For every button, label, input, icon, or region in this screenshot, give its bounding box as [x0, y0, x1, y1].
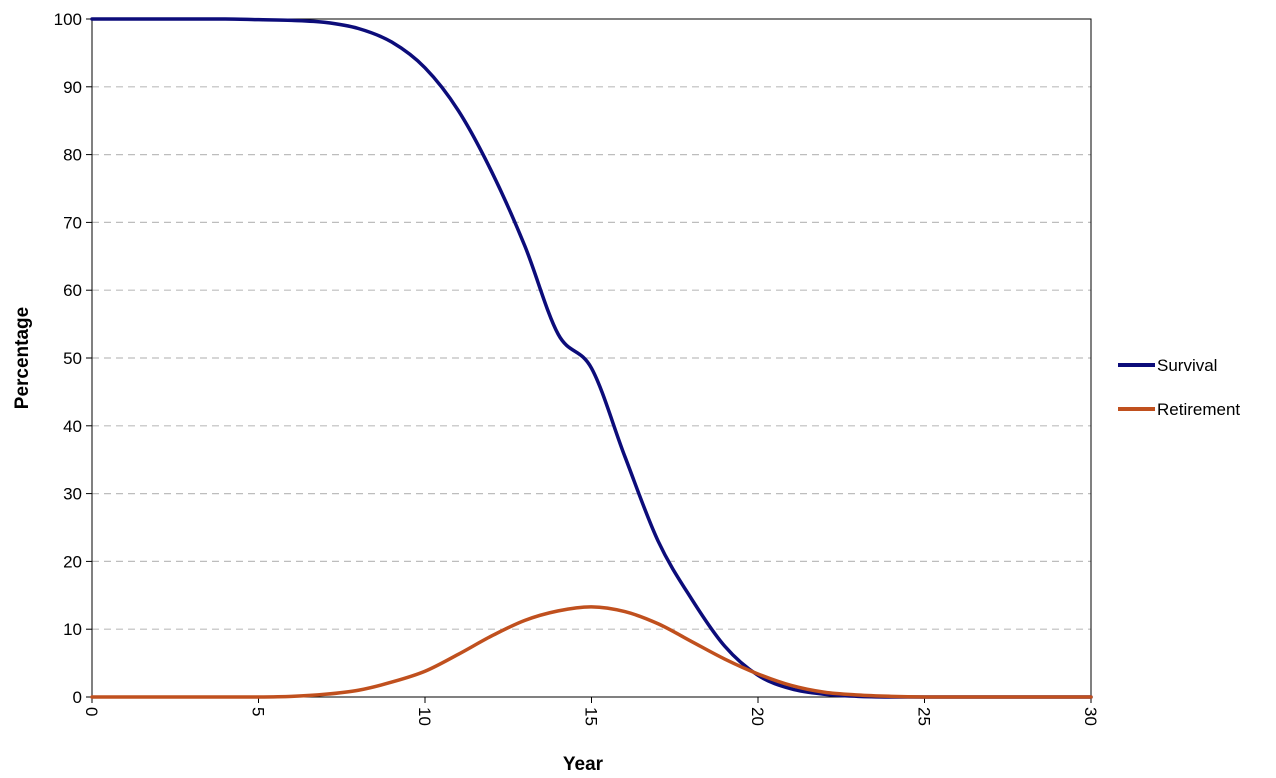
legend-label-survival: Survival [1157, 356, 1217, 375]
x-tick-label: 0 [82, 707, 101, 716]
y-tick-label: 100 [54, 10, 82, 29]
x-tick-label: 20 [748, 707, 767, 726]
y-tick-label: 30 [63, 485, 82, 504]
x-axis-ticks: 0 5 10 15 20 25 30 [82, 697, 1100, 726]
x-tick-label: 15 [582, 707, 601, 726]
legend: Survival Retirement [1118, 356, 1240, 419]
y-tick-label: 70 [63, 213, 82, 232]
x-tick-label: 25 [915, 707, 934, 726]
y-tick-label: 10 [63, 620, 82, 639]
series-lines [90, 17, 1093, 699]
y-tick-label: 90 [63, 78, 82, 97]
y-axis-ticks: 0 10 20 30 40 50 60 70 80 90 100 [54, 10, 92, 707]
y-tick-label: 80 [63, 146, 82, 165]
y-tick-label: 0 [73, 688, 82, 707]
y-tick-label: 40 [63, 417, 82, 436]
y-axis-title: Percentage [12, 307, 33, 409]
series-line-retirement [90, 605, 1093, 699]
y-tick-label: 60 [63, 281, 82, 300]
x-tick-label: 30 [1081, 707, 1100, 726]
x-tick-label: 5 [249, 707, 268, 716]
y-tick-label: 20 [63, 552, 82, 571]
x-tick-label: 10 [415, 707, 434, 726]
x-axis-title: Year [563, 754, 604, 775]
y-tick-label: 50 [63, 349, 82, 368]
gridlines [92, 86, 1091, 630]
legend-label-retirement: Retirement [1157, 400, 1240, 419]
